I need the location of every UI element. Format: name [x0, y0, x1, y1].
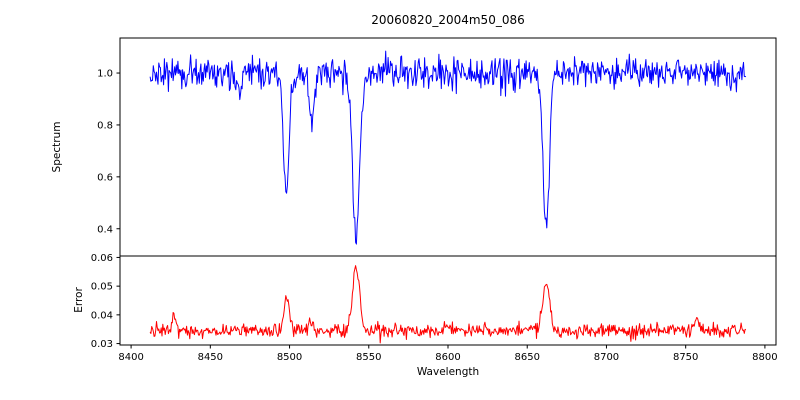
svg-text:0.8: 0.8 — [97, 120, 113, 131]
x-axis-label: Wavelength — [416, 366, 480, 378]
svg-text:0.04: 0.04 — [91, 310, 113, 321]
chart-title: 20060820_2004m50_086 — [371, 13, 525, 27]
svg-text:0.05: 0.05 — [91, 282, 113, 293]
svg-text:0.6: 0.6 — [97, 172, 113, 183]
svg-text:8400: 8400 — [118, 352, 143, 363]
svg-text:8600: 8600 — [435, 352, 460, 363]
svg-text:8800: 8800 — [752, 352, 777, 363]
svg-text:0.4: 0.4 — [97, 224, 113, 235]
svg-text:8700: 8700 — [594, 352, 619, 363]
svg-text:8450: 8450 — [198, 352, 223, 363]
svg-text:8750: 8750 — [673, 352, 698, 363]
svg-text:0.03: 0.03 — [91, 339, 113, 350]
svg-text:8500: 8500 — [277, 352, 302, 363]
svg-text:8650: 8650 — [515, 352, 540, 363]
svg-text:0.06: 0.06 — [91, 253, 113, 264]
svg-text:8550: 8550 — [356, 352, 381, 363]
svg-text:1.0: 1.0 — [97, 69, 113, 80]
